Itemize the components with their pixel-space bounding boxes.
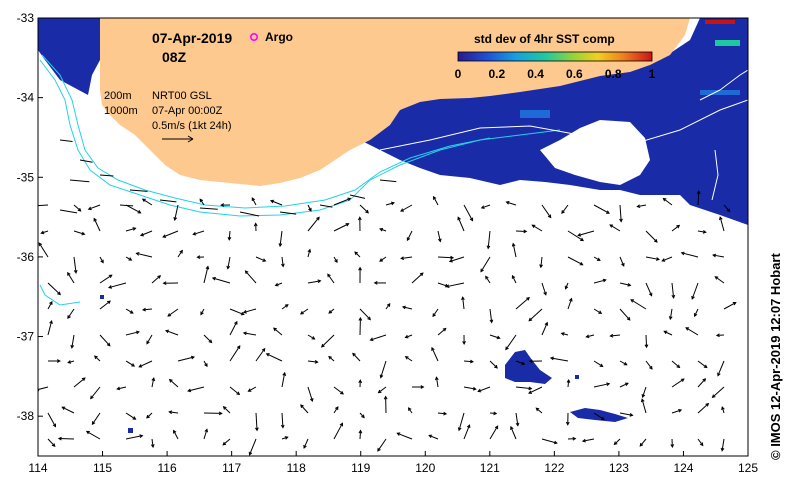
lon-tick-label: 120 [415,461,435,475]
lon-tick-label: 122 [544,461,564,475]
lon-tick-label: 125 [738,461,758,475]
axis-ticks [37,17,749,456]
colorbar-title: std dev of 4hr SST comp [474,32,615,46]
colorbar-tick-label: 0.8 [605,67,622,81]
lon-tick-label: 117 [222,461,241,475]
colorbar-tick-label: 1 [649,67,656,81]
argo-markers [250,32,259,41]
lat-tick-label: -34 [17,91,35,105]
lon-tick-label: 123 [609,461,629,475]
contour-lines [379,69,748,201]
isobath-lines [39,54,561,306]
lon-tick-label: 118 [287,461,306,475]
colorbar-tick-label: 0.6 [566,67,583,81]
map-time: 08Z [162,49,187,65]
isobath-200-label: 200m [104,90,132,102]
lon-tick-label: 119 [351,461,370,475]
product-label: NRT00 GSL [152,90,212,102]
lon-tick-label: 124 [673,461,693,475]
product-time-label: 07-Apr 00:00Z [152,105,223,117]
current-vectors [38,139,737,456]
isobath-1000-label: 1000m [104,105,138,117]
colorbar [457,51,653,62]
colorbar-tick-label: 0 [455,67,462,81]
lat-tick-label: -36 [17,250,35,264]
lat-tick-label: -35 [17,170,35,184]
colorbar-tick-label: 0.2 [488,67,505,81]
lon-tick-label: 114 [28,461,47,475]
colorbar-ticks: 0 0.2 0.4 0.6 0.8 1 [455,67,656,81]
lat-tick-label: -37 [17,330,35,344]
sst-coverage [38,18,748,433]
lon-tick-label: 115 [93,461,112,475]
map-date: 07-Apr-2019 [152,30,232,46]
longitude-labels: 114 115 116 117 118 119 120 121 122 123 124 125 [28,461,758,475]
plot-frame [37,17,749,457]
scale-arrow [162,135,194,143]
credit-text: © IMOS 12-Apr-2019 12:07 Hobart [768,253,783,460]
scale-label: 0.5m/s (1kt 24h) [152,120,231,132]
lon-tick-label: 116 [158,461,177,475]
lat-tick-label: -33 [17,11,35,25]
lat-tick-label: -38 [17,409,35,423]
colorbar-tick-label: 0.4 [527,67,544,81]
argo-legend-label: Argo [265,30,293,44]
latitude-labels: -33 -34 -35 -36 -37 -38 [17,11,35,423]
lon-tick-label: 121 [480,461,500,475]
